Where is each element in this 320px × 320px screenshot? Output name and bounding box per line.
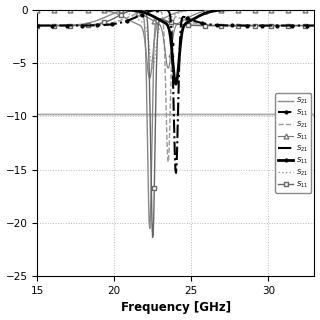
- X-axis label: Frequency [GHz]: Frequency [GHz]: [121, 301, 231, 315]
- Legend: $S_{21}$, $S_{11}$, $S_{21}$, $S_{11}$, $S_{21}$, $S_{11}$, $S_{21}$, $S_{11}$: $S_{21}$, $S_{11}$, $S_{21}$, $S_{11}$, …: [275, 93, 311, 193]
